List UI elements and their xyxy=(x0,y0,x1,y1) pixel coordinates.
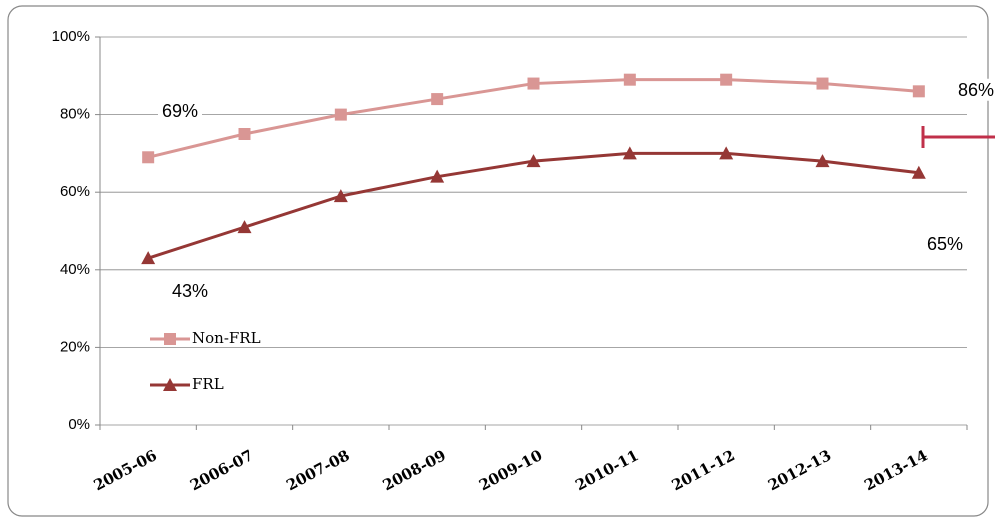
legend-label: FRL xyxy=(192,375,224,393)
data-point xyxy=(912,85,925,98)
data-point xyxy=(623,73,636,86)
data-label-bg xyxy=(922,232,968,255)
y-tick-label: 0% xyxy=(68,416,90,433)
chart-frame xyxy=(7,5,989,517)
data-label: 65% xyxy=(927,234,963,254)
data-point xyxy=(237,220,252,234)
side-bracket xyxy=(921,126,995,148)
data-point xyxy=(142,151,155,164)
data-point xyxy=(622,146,637,160)
data-point xyxy=(238,128,251,140)
data-label: 43% xyxy=(172,281,208,301)
legend-label: Non-FRL xyxy=(192,329,261,347)
data-point xyxy=(526,154,541,168)
data-point xyxy=(719,146,734,160)
legend-marker xyxy=(163,378,177,391)
data-point xyxy=(816,77,829,90)
y-tick-label: 20% xyxy=(60,338,90,355)
data-label: 69% xyxy=(162,101,198,121)
data-point xyxy=(141,251,156,265)
y-tick-label: 80% xyxy=(60,106,90,123)
y-tick-label: 40% xyxy=(60,261,90,278)
data-label-bg xyxy=(167,279,213,302)
grid xyxy=(95,36,968,430)
legend-marker xyxy=(164,333,176,345)
series-layer xyxy=(141,73,926,265)
data-point xyxy=(815,154,830,168)
data-point xyxy=(430,169,445,183)
data-point xyxy=(720,73,733,86)
data-point xyxy=(431,93,444,106)
data-point xyxy=(527,77,540,90)
data-point xyxy=(333,189,348,203)
y-tick-label: 60% xyxy=(60,183,90,200)
data-label-bg xyxy=(954,78,995,101)
y-tick-label: 100% xyxy=(52,28,90,45)
data-label-bg xyxy=(157,99,203,122)
data-point xyxy=(911,165,926,179)
data-point xyxy=(334,108,347,121)
data-label: 86% xyxy=(958,80,994,100)
